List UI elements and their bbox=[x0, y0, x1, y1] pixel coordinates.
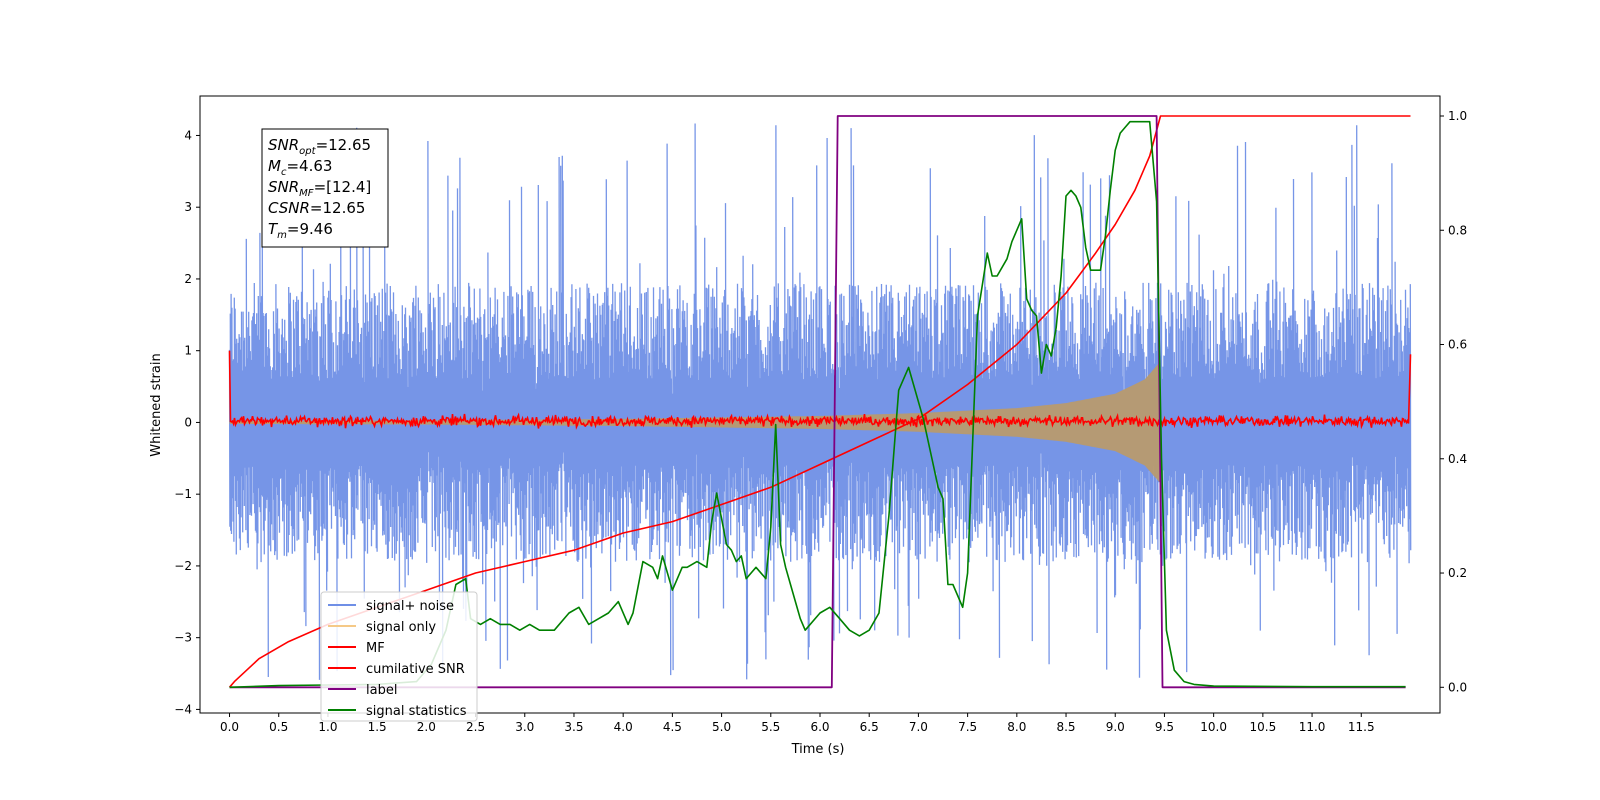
legend-frame bbox=[320, 591, 478, 722]
y-tick-label: 0 bbox=[184, 415, 192, 429]
y-tick-label: 4 bbox=[184, 128, 192, 142]
annotation-line: CSNR=12.65 bbox=[268, 199, 365, 217]
x-tick-label: 1.5 bbox=[368, 720, 387, 734]
x-tick-label: 4.0 bbox=[614, 720, 633, 734]
x-tick-label: 9.0 bbox=[1106, 720, 1125, 734]
annotation-value: =12.65 bbox=[310, 199, 366, 217]
x-tick-label: 10.5 bbox=[1249, 720, 1276, 734]
x-axis-label: Time (s) bbox=[791, 742, 845, 757]
annotation-subscript: m bbox=[277, 230, 287, 241]
x-tick-label: 7.5 bbox=[958, 720, 977, 734]
annotation-symbol: SNR bbox=[268, 178, 299, 196]
annotation-subscript: opt bbox=[299, 146, 316, 157]
x-tick-label: 6.5 bbox=[860, 720, 879, 734]
plot-area bbox=[228, 115, 1412, 689]
annotation-subscript: MF bbox=[299, 188, 314, 199]
y2-tick-label: 0.0 bbox=[1448, 680, 1467, 694]
annotation-line: Tm=9.46 bbox=[268, 220, 333, 241]
annotation-symbol: T bbox=[268, 220, 279, 238]
annotation-value: =9.46 bbox=[287, 220, 333, 238]
x-tick-label: 0.5 bbox=[269, 720, 288, 734]
x-tick-label: 8.0 bbox=[1007, 720, 1026, 734]
x-tick-label: 1.0 bbox=[318, 720, 337, 734]
annotation-frame bbox=[261, 128, 389, 248]
series-label bbox=[229, 115, 1406, 689]
annotation-subscript: c bbox=[281, 167, 287, 178]
x-tick-label: 10.0 bbox=[1200, 720, 1227, 734]
x-tick-label: 6.0 bbox=[810, 720, 829, 734]
y-tick-label: 2 bbox=[184, 272, 192, 286]
legend-entry: signal statistics bbox=[366, 704, 467, 719]
y-axis-left: −4 −3 −2 −1 0 1 2 3 4 bbox=[174, 128, 200, 716]
y-tick-label: −1 bbox=[174, 487, 192, 501]
x-tick-label: 8.5 bbox=[1056, 720, 1075, 734]
x-tick-label: 2.0 bbox=[417, 720, 436, 734]
mf-line bbox=[228, 350, 1412, 430]
y2-tick-label: 0.6 bbox=[1448, 338, 1467, 352]
annotation-value: =4.63 bbox=[286, 157, 332, 175]
y-tick-label: 3 bbox=[184, 200, 192, 214]
label-line bbox=[229, 115, 1406, 689]
x-tick-label: 7.0 bbox=[909, 720, 928, 734]
x-tick-label: 5.0 bbox=[712, 720, 731, 734]
x-tick-label: 4.5 bbox=[663, 720, 682, 734]
x-tick-label: 3.0 bbox=[515, 720, 534, 734]
x-tick-label: 3.5 bbox=[564, 720, 583, 734]
annotation-symbol: M bbox=[268, 157, 281, 175]
annotation-symbol: CSNR bbox=[268, 199, 310, 217]
legend-entry: label bbox=[366, 683, 397, 698]
annotation-line: SNRMF=[12.4] bbox=[268, 178, 371, 199]
y-tick-label: 1 bbox=[184, 344, 192, 358]
annotation-line: Mc=4.63 bbox=[268, 157, 332, 178]
legend: signal+ noise signal only MF cumilative SNR… bbox=[320, 591, 478, 722]
annotation-line: SNRopt=12.65 bbox=[268, 136, 371, 157]
y-tick-label: −2 bbox=[174, 559, 192, 573]
x-tick-label: 2.5 bbox=[466, 720, 485, 734]
x-tick-label: 9.5 bbox=[1155, 720, 1174, 734]
y2-tick-label: 0.8 bbox=[1448, 223, 1467, 237]
x-axis: 0.0 0.5 1.0 1.5 2.0 2.5 3.0 3.5 4.0 4.5 5.0 5.5 6.0 6… bbox=[220, 713, 1375, 734]
series-signal-statistics bbox=[229, 120, 1406, 689]
y-tick-label: −4 bbox=[174, 702, 192, 716]
annotation-value: =[12.4] bbox=[314, 178, 372, 196]
x-tick-label: 5.5 bbox=[761, 720, 780, 734]
y2-tick-label: 1.0 bbox=[1448, 109, 1467, 123]
signal-statistics-line bbox=[229, 120, 1406, 689]
legend-entry: signal+ noise bbox=[366, 599, 454, 614]
x-tick-label: 0.0 bbox=[220, 720, 239, 734]
y-axis-right: 0.0 0.2 0.4 0.6 0.8 1.0 bbox=[1440, 109, 1467, 694]
y-tick-label: −3 bbox=[174, 631, 192, 645]
x-tick-label: 11.5 bbox=[1348, 720, 1375, 734]
y2-tick-label: 0.4 bbox=[1448, 452, 1467, 466]
annotation-box: SNRopt=12.65Mc=4.63SNRMF=[12.4]CSNR=12.6… bbox=[261, 128, 389, 248]
series-mf bbox=[228, 350, 1412, 430]
annotation-value: =12.65 bbox=[316, 136, 372, 154]
y2-tick-label: 0.2 bbox=[1448, 566, 1467, 580]
annotation-symbol: SNR bbox=[268, 136, 299, 154]
legend-entry: MF bbox=[366, 641, 385, 656]
legend-entry: signal only bbox=[366, 620, 436, 635]
x-tick-label: 11.0 bbox=[1299, 720, 1326, 734]
legend-entry: cumilative SNR bbox=[366, 662, 465, 677]
y-axis-label: Whitened strain bbox=[149, 353, 164, 456]
